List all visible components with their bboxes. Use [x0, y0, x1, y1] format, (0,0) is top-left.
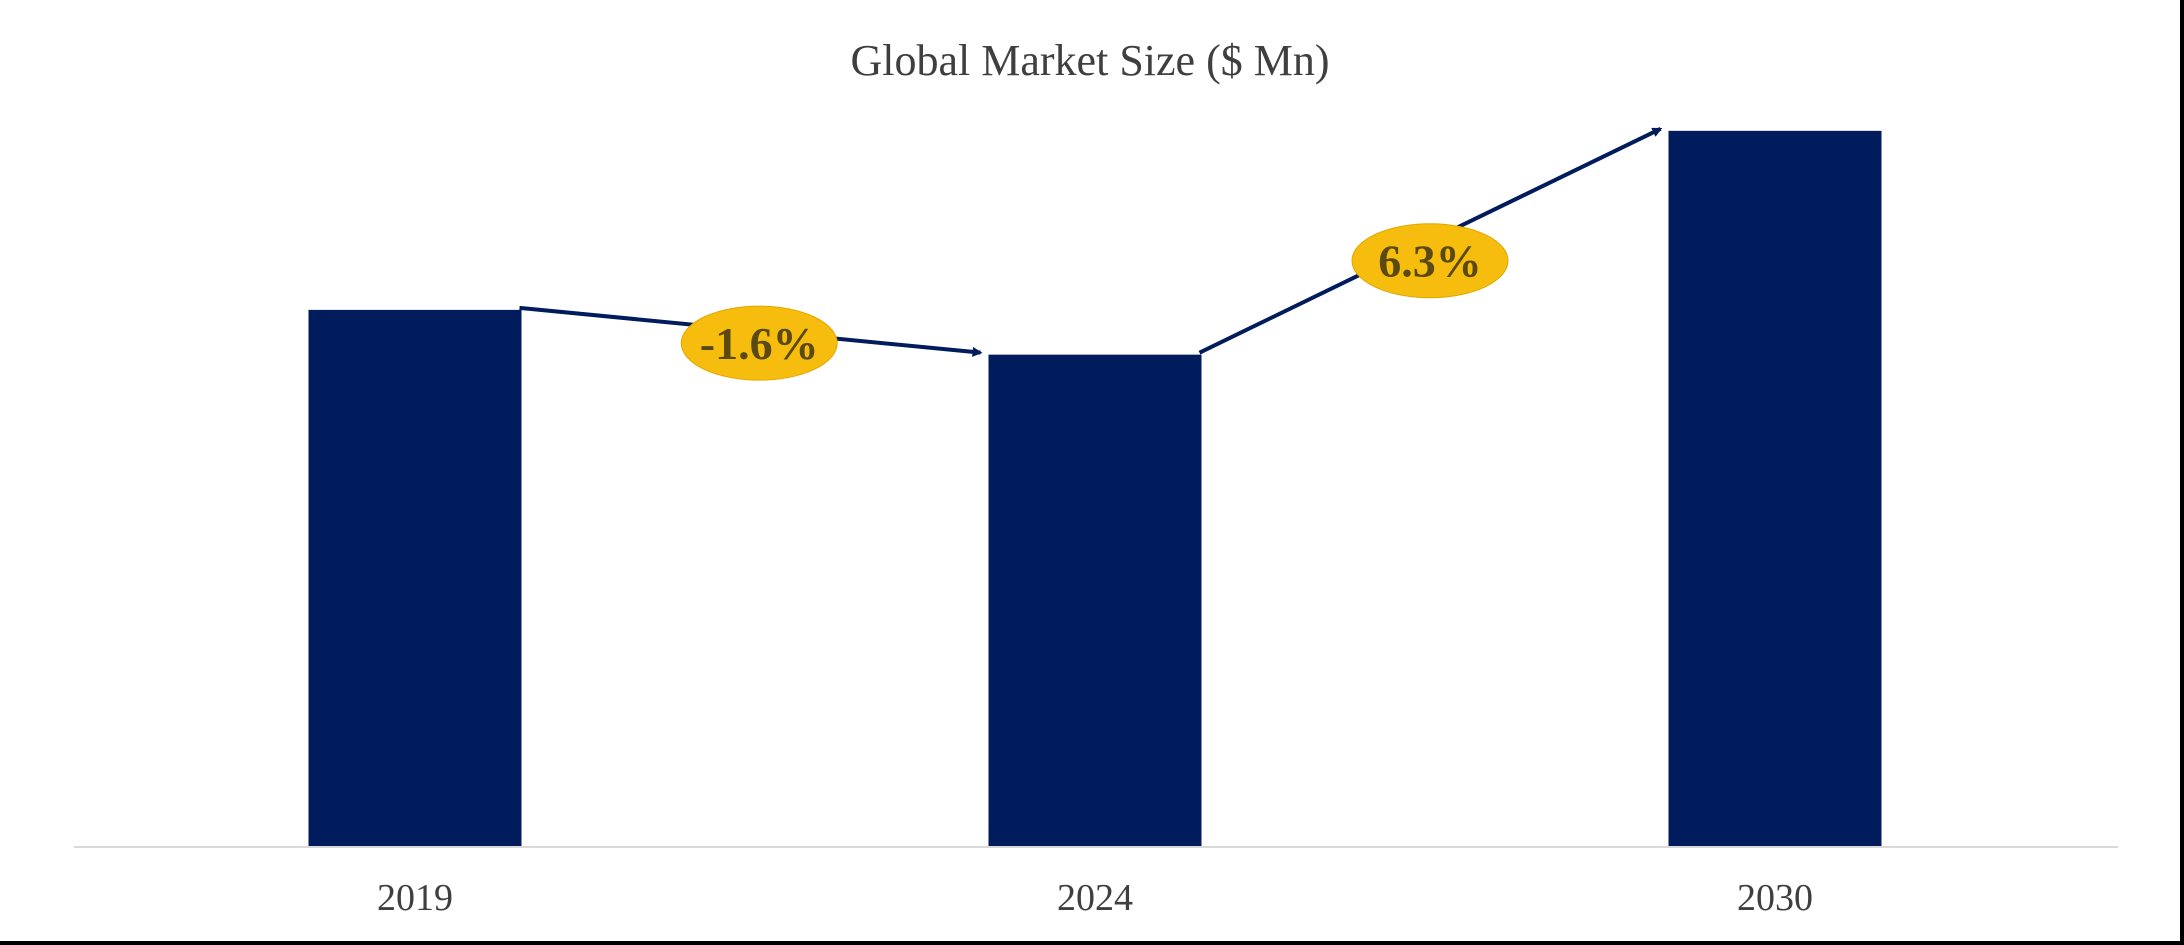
cagr-label-1: -1.6% — [700, 318, 819, 369]
cagr-label-2: 6.3% — [1378, 236, 1482, 287]
x-tick-2024: 2024 — [1057, 877, 1133, 919]
chart-title: Global Market Size ($ Mn) — [851, 36, 1330, 85]
x-tick-2019: 2019 — [377, 877, 453, 919]
bar-2024 — [988, 354, 1202, 847]
x-tick-labels: 2019 2024 2030 — [377, 877, 1813, 919]
x-tick-2030: 2030 — [1737, 877, 1813, 919]
bar-2030 — [1668, 130, 1882, 848]
cagr-badge-1 — [680, 305, 838, 381]
cagr-badge-2 — [1351, 223, 1509, 299]
growth-annotations: -1.6% 6.3% — [519, 127, 1663, 381]
bars-group — [308, 130, 1882, 848]
bar-2019 — [308, 309, 522, 847]
